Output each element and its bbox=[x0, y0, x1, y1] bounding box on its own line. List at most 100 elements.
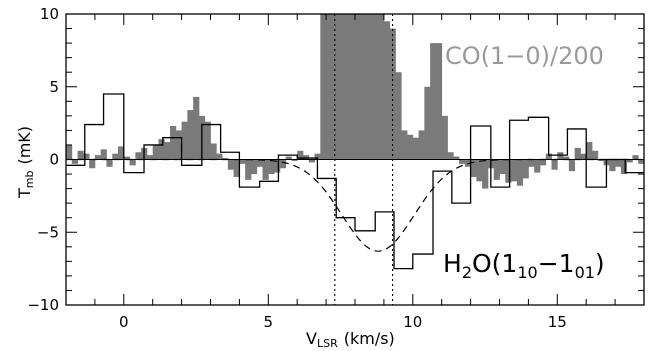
co-bar bbox=[366, 14, 373, 160]
co-bar bbox=[129, 159, 136, 166]
co-bar bbox=[557, 152, 564, 160]
co-bar bbox=[181, 121, 188, 160]
y-tick-labels: −10 −5 0 5 10 bbox=[27, 5, 59, 314]
y-axis-title-unit: (mK) bbox=[15, 126, 34, 165]
co-bar bbox=[632, 155, 639, 160]
co-bar bbox=[222, 158, 229, 160]
co-bar bbox=[355, 14, 362, 160]
co-bar bbox=[66, 144, 73, 160]
co-label: CO(1−0)/200 bbox=[445, 42, 604, 70]
y-tick-label: 5 bbox=[49, 78, 59, 96]
co-bar bbox=[372, 14, 379, 160]
co-bar bbox=[337, 14, 344, 160]
co-bar bbox=[591, 150, 599, 160]
co-bar bbox=[268, 159, 275, 175]
co-bar bbox=[204, 121, 211, 160]
x-axis-title-sub: LSR bbox=[317, 337, 338, 350]
y-axis-title: Tmb (mK) bbox=[15, 126, 36, 199]
x-tick-label: 10 bbox=[403, 313, 422, 331]
co-bar bbox=[285, 156, 292, 160]
co-bar bbox=[135, 152, 142, 160]
co-bar bbox=[256, 159, 263, 167]
x-tick-labels: 0 5 10 15 bbox=[119, 313, 567, 331]
h2o-label-dash: −1 bbox=[538, 249, 575, 278]
gaussian-fit-curve bbox=[66, 158, 644, 252]
co-bar bbox=[597, 159, 604, 161]
co-bar bbox=[320, 14, 327, 160]
co-bar bbox=[83, 153, 90, 160]
h2o-label: H2O(110−101) bbox=[443, 249, 605, 282]
x-axis-title: VLSR (km/s) bbox=[306, 329, 395, 350]
h2o-label-end: ) bbox=[595, 249, 605, 278]
co-bar bbox=[534, 159, 541, 173]
co-bar bbox=[447, 152, 454, 160]
co-bar bbox=[615, 159, 622, 167]
co-bar bbox=[435, 43, 443, 160]
x-tick-label: 15 bbox=[548, 313, 567, 331]
co-bar bbox=[210, 143, 217, 160]
co-bar bbox=[476, 159, 483, 182]
co-bar bbox=[291, 159, 298, 161]
co-bar bbox=[401, 130, 408, 160]
h2o-label-sub2: 10 bbox=[517, 263, 537, 282]
co-bar bbox=[609, 159, 616, 172]
co-bar bbox=[528, 159, 535, 167]
x-tick-label: 5 bbox=[264, 313, 274, 331]
co-bar bbox=[216, 153, 223, 160]
co-bar bbox=[175, 130, 182, 160]
h2o-spectrum-histogram bbox=[66, 93, 644, 270]
x-axis-title-main: V bbox=[306, 329, 317, 348]
co-bar bbox=[459, 159, 466, 164]
co-bar bbox=[470, 159, 477, 177]
co-bar bbox=[343, 14, 350, 160]
co-bar bbox=[418, 130, 425, 160]
co-bar bbox=[146, 155, 154, 160]
co-bar bbox=[164, 142, 171, 160]
co-bar bbox=[170, 126, 177, 160]
y-axis-title-main: T bbox=[15, 188, 34, 199]
co-bar bbox=[378, 14, 385, 160]
co-bar bbox=[158, 139, 165, 160]
co-bar bbox=[424, 86, 431, 160]
co-bar bbox=[626, 159, 633, 163]
co-bar bbox=[262, 159, 269, 180]
co-bar bbox=[152, 144, 159, 160]
co-bar bbox=[77, 150, 84, 160]
h2o-step-line bbox=[66, 93, 644, 270]
co-bar bbox=[551, 159, 558, 170]
h2o-label-h: H bbox=[443, 249, 462, 278]
co-bar bbox=[245, 159, 252, 180]
co-bar bbox=[453, 156, 460, 160]
co-bar bbox=[308, 159, 315, 163]
co-bar bbox=[522, 159, 529, 179]
co-bar bbox=[563, 156, 570, 160]
h2o-label-sub3: 01 bbox=[575, 263, 595, 282]
co-bar bbox=[279, 159, 287, 169]
co-bar bbox=[545, 153, 552, 160]
co-bar bbox=[499, 159, 506, 175]
co-bar bbox=[493, 159, 500, 180]
y-tick-label: −5 bbox=[37, 223, 59, 241]
co-bar bbox=[233, 159, 240, 177]
co-bar bbox=[638, 159, 644, 164]
x-tick-label: 0 bbox=[119, 313, 129, 331]
co-bar bbox=[187, 110, 194, 160]
co-bar bbox=[412, 137, 419, 160]
co-bar bbox=[586, 142, 593, 160]
co-bar bbox=[505, 159, 512, 183]
co-bar bbox=[302, 155, 310, 160]
co-bar bbox=[89, 159, 96, 169]
gaussian-fit-line bbox=[66, 158, 644, 252]
y-tick-label: 10 bbox=[40, 5, 59, 23]
co-bar bbox=[580, 153, 587, 160]
co-bar bbox=[516, 159, 524, 186]
axis-ticks bbox=[65, 13, 645, 306]
co-bar bbox=[118, 146, 125, 160]
x-axis-title-unit: (km/s) bbox=[344, 329, 395, 348]
co-bar bbox=[239, 159, 246, 164]
co-bar bbox=[349, 14, 356, 160]
y-tick-label: −10 bbox=[27, 296, 59, 314]
co-bar bbox=[482, 159, 489, 189]
co-bar bbox=[331, 14, 339, 160]
